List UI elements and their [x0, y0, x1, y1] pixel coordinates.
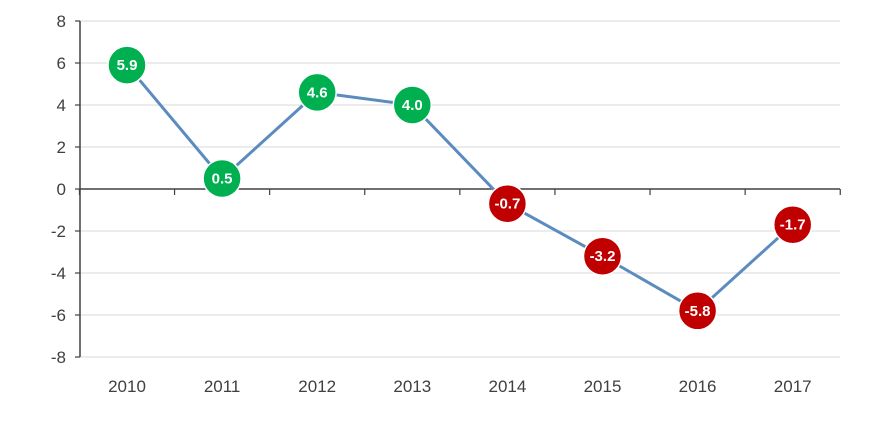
- data-point-label: -5.8: [685, 303, 711, 320]
- y-tick-label: -4: [51, 264, 66, 283]
- y-tick-label: -8: [51, 348, 66, 367]
- data-point-label: -0.7: [494, 196, 520, 213]
- axes: [75, 20, 841, 358]
- x-tick-label: 2011: [204, 377, 241, 396]
- x-tick-label: 2016: [679, 377, 717, 396]
- x-tick-label: 2012: [298, 377, 336, 396]
- x-axis-tick-labels: 2010 2011 2012 2013 2014 2015 2016 2017: [108, 377, 812, 396]
- y-tick-label: 0: [57, 180, 66, 199]
- y-tick-label: 4: [57, 96, 66, 115]
- x-tick-label: 2013: [393, 377, 431, 396]
- y-tick-label: 2: [57, 138, 66, 157]
- data-point-label: 0.5: [212, 171, 233, 188]
- x-tick-label: 2017: [774, 377, 812, 396]
- data-point-marker: [107, 45, 147, 85]
- data-point-label: 5.9: [117, 57, 138, 74]
- data-labels: 5.9 0.5 4.6 4.0 -0.7 -3.2 -5.8 -1.7: [117, 57, 806, 320]
- data-point-label: 4.0: [402, 97, 423, 114]
- data-point-marker: [392, 85, 433, 125]
- y-tick-label: -2: [51, 222, 66, 241]
- data-point-marker: [487, 183, 528, 224]
- data-point-marker: [297, 72, 337, 113]
- data-point-marker: [202, 158, 242, 199]
- y-tick-label: 8: [57, 12, 66, 31]
- data-point-marker: [582, 236, 623, 276]
- data-point-label: 4.6: [307, 84, 328, 101]
- data-point-label: -3.2: [590, 248, 616, 265]
- y-tick-label: -6: [51, 306, 66, 325]
- y-axis-tick-labels: 8 6 4 2 0 -2 -4 -6 -8: [51, 12, 66, 367]
- x-tick-label: 2015: [584, 377, 622, 396]
- data-point-marker: [677, 291, 718, 331]
- gridlines: [80, 20, 840, 358]
- data-markers: [107, 45, 813, 331]
- data-point-label: -1.7: [780, 217, 806, 234]
- y-tick-label: 6: [57, 54, 66, 73]
- data-point-marker: [772, 204, 813, 245]
- x-tick-label: 2014: [488, 377, 526, 396]
- x-tick-label: 2010: [108, 377, 146, 396]
